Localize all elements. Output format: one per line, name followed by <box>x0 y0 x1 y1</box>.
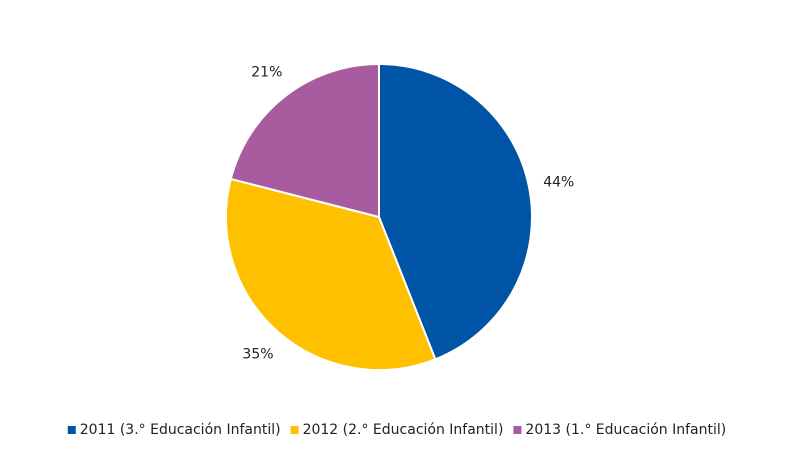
data-label: 21% <box>251 64 282 80</box>
legend-label: 2012 (2.° Educación Infantil) <box>303 422 504 438</box>
pie-slice <box>229 62 380 219</box>
data-label: 35% <box>242 346 273 362</box>
legend-label: 2013 (1.° Educación Infantil) <box>525 422 726 438</box>
pie-slice <box>225 177 437 371</box>
legend-swatch <box>67 426 76 434</box>
data-label: 44% <box>543 175 574 191</box>
pie-slice <box>378 62 533 361</box>
legend: 2011 (3.° Educación Infantil) 2012 (2.° E… <box>67 422 726 438</box>
legend-swatch <box>513 426 522 434</box>
legend-label: 2011 (3.° Educación Infantil) <box>80 422 281 438</box>
legend-swatch <box>290 426 299 434</box>
